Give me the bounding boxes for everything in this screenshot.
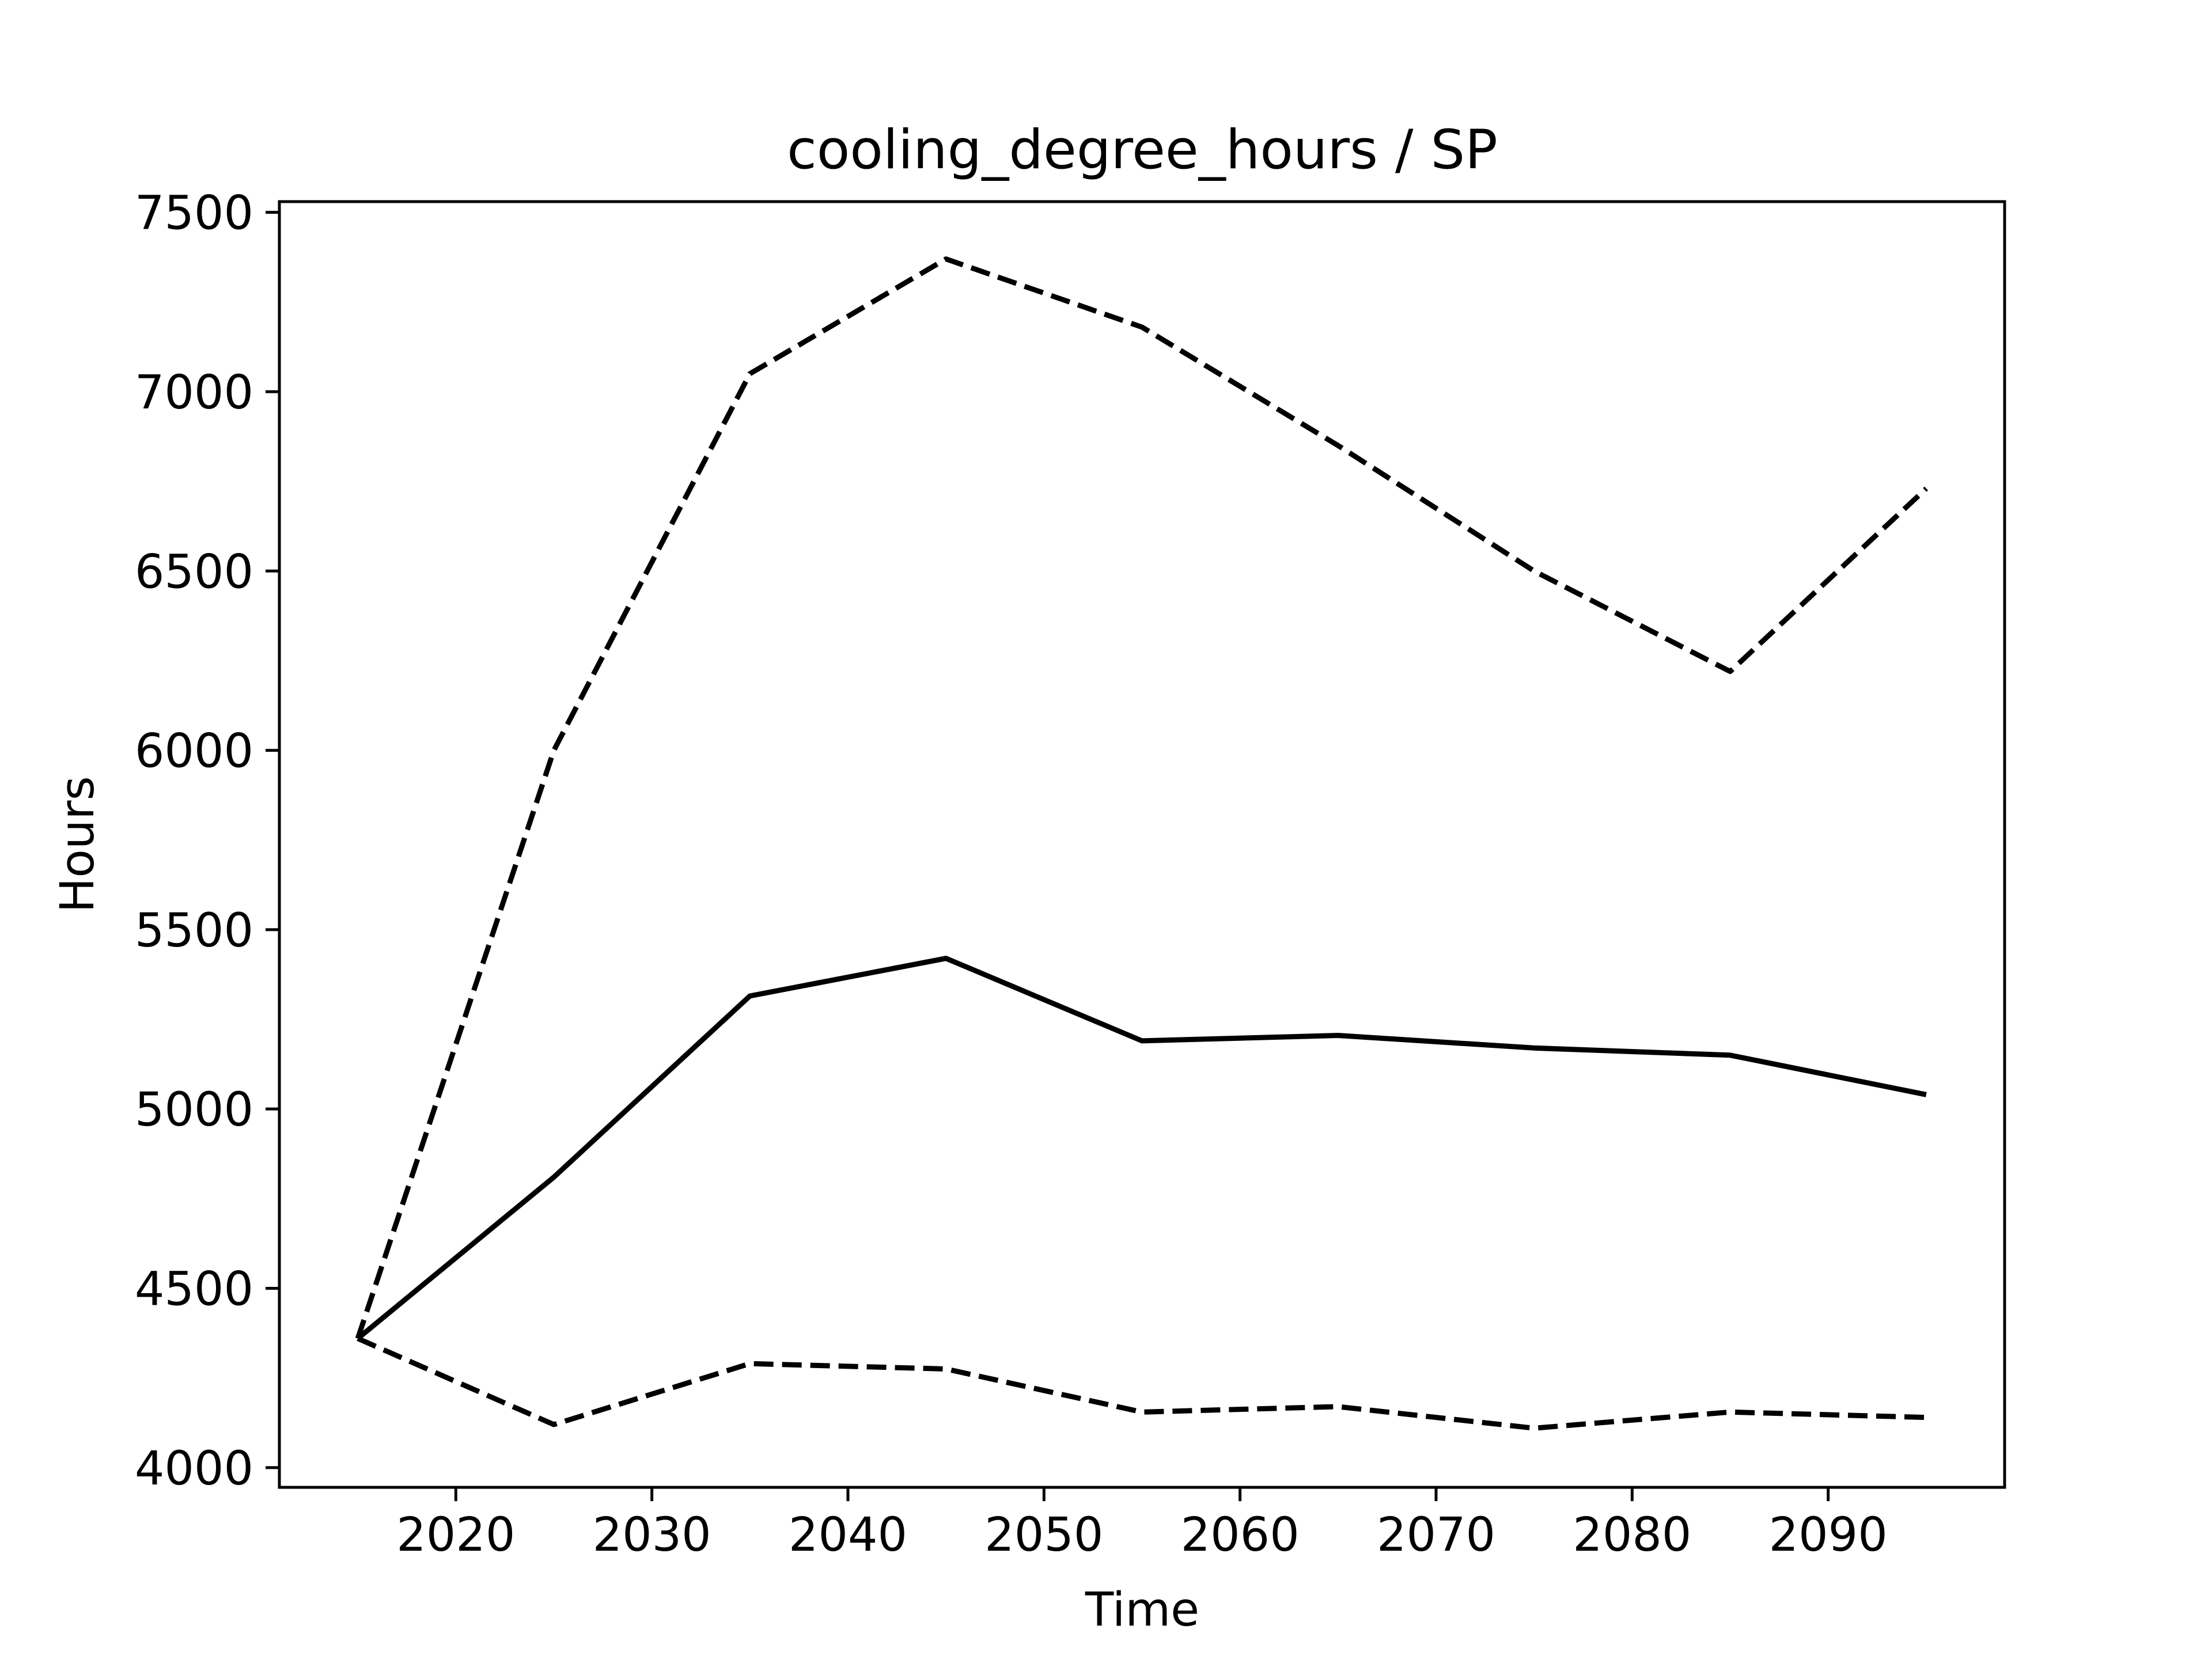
y-tick-label: 7500 xyxy=(135,187,253,241)
y-tick-label: 7000 xyxy=(135,366,253,420)
chart-title: cooling_degree_hours / SP xyxy=(787,119,1498,181)
x-tick-label: 2090 xyxy=(1769,1508,1888,1562)
y-tick-label: 6000 xyxy=(135,725,253,779)
x-tick-label: 2030 xyxy=(593,1508,711,1562)
y-tick-label: 6500 xyxy=(135,545,253,599)
series-line-1-dashed xyxy=(355,256,1928,1340)
y-tick-label: 5000 xyxy=(135,1083,253,1137)
y-axis-ticks: 4000 4500 5000 5500 6000 6500 7000 7500 xyxy=(135,187,279,1496)
plot-area xyxy=(278,200,2006,1489)
series-line-2-solid xyxy=(356,956,1927,1341)
y-tick-label: 4500 xyxy=(135,1262,253,1316)
x-tick-label: 2050 xyxy=(984,1508,1103,1562)
y-tick-label: 5500 xyxy=(135,904,253,958)
y-axis-label: Hours xyxy=(51,776,105,912)
y-tick-label: 4000 xyxy=(135,1442,253,1496)
x-tick-label: 2020 xyxy=(396,1508,515,1562)
x-tick-label: 2080 xyxy=(1573,1508,1691,1562)
series-layer xyxy=(355,256,1928,1431)
x-axis-label: Time xyxy=(1085,1583,1199,1637)
x-tick-label: 2040 xyxy=(789,1508,907,1562)
series-line-3-dashed xyxy=(357,1336,1927,1431)
x-tick-label: 2070 xyxy=(1377,1508,1495,1562)
x-tick-label: 2060 xyxy=(1181,1508,1300,1562)
x-axis-ticks: 2020 2030 2040 2050 2060 2070 2080 2090 xyxy=(396,1487,1888,1562)
